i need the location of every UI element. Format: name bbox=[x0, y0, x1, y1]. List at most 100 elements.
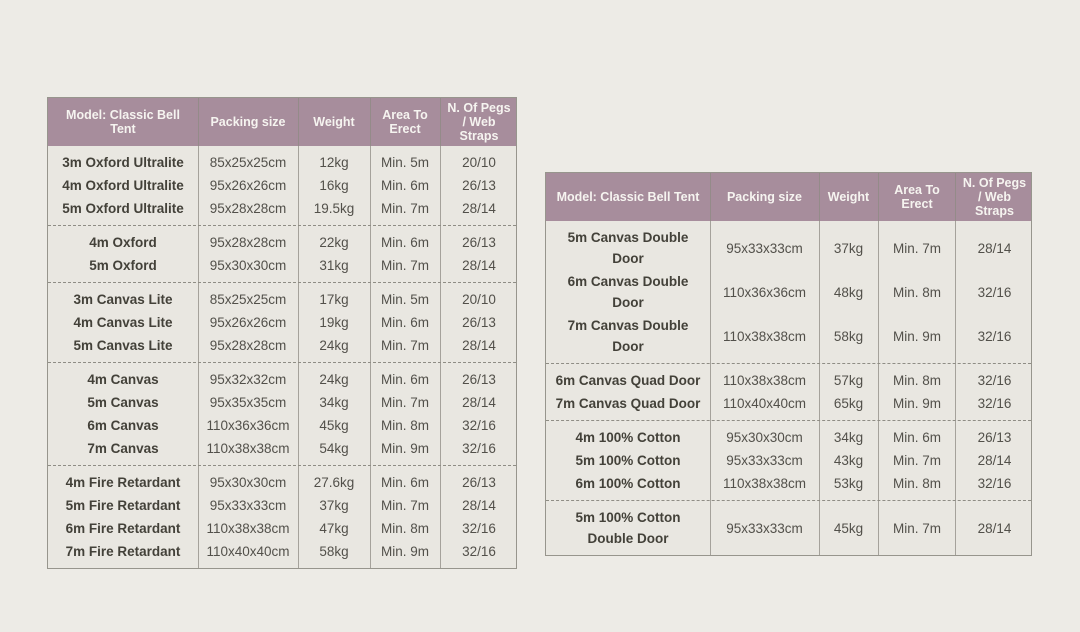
cell-area-to-erect: Min. 9m bbox=[892, 328, 941, 344]
cell-weight: 31kg bbox=[319, 258, 349, 273]
table-row: 6m Canvas Double Door 110x36x36cm 48kg M… bbox=[546, 270, 1031, 314]
table-row: 5m Fire Retardant 95x33x33cm 37kg Min. 7… bbox=[48, 494, 516, 517]
cell-model: 4m Oxford bbox=[89, 235, 157, 250]
row-group: 4m Canvas 95x32x32cm 24kg Min. 6m 26/13 … bbox=[48, 362, 516, 465]
row-group: 3m Oxford Ultralite 85x25x25cm 12kg Min.… bbox=[48, 146, 516, 225]
table-body: 5m Canvas Double Door 95x33x33cm 37kg Mi… bbox=[546, 221, 1031, 555]
cell-pegs-webstraps: 20/10 bbox=[462, 292, 496, 307]
cell-pegs-webstraps: 28/14 bbox=[462, 201, 496, 216]
cell-weight: 19kg bbox=[319, 315, 349, 330]
cell-packing-size: 110x36x36cm bbox=[206, 418, 290, 433]
cell-area-to-erect: Min. 5m bbox=[380, 292, 429, 307]
table-row: 6m Canvas 110x36x36cm 45kg Min. 8m 32/16 bbox=[48, 414, 516, 437]
column-divider bbox=[198, 98, 199, 568]
cell-area-to-erect: Min. 7m bbox=[892, 240, 941, 256]
cell-model: 4m Oxford Ultralite bbox=[62, 178, 184, 193]
header-packing-size: Packing size bbox=[210, 115, 286, 129]
table-row: 6m Fire Retardant 110x38x38cm 47kg Min. … bbox=[48, 517, 516, 540]
cell-model: 4m Canvas Lite bbox=[73, 315, 173, 330]
cell-packing-size: 95x26x26cm bbox=[209, 178, 287, 193]
cell-packing-size: 110x38x38cm bbox=[722, 476, 807, 491]
cell-pegs-webstraps: 28/14 bbox=[462, 395, 496, 410]
row-group: 6m Canvas Quad Door 110x38x38cm 57kg Min… bbox=[546, 363, 1031, 420]
cell-packing-size: 95x28x28cm bbox=[209, 235, 287, 250]
cell-pegs-webstraps: 32/16 bbox=[977, 328, 1012, 344]
header-packing-size: Packing size bbox=[726, 190, 803, 204]
cell-weight: 24kg bbox=[319, 372, 349, 387]
cell-model: 6m Canvas bbox=[87, 418, 159, 433]
cell-model: 3m Oxford Ultralite bbox=[62, 155, 184, 170]
cell-weight: 17kg bbox=[319, 292, 349, 307]
cell-model: 6m Canvas Double Door bbox=[567, 274, 689, 310]
cell-pegs-webstraps: 28/14 bbox=[462, 498, 496, 513]
cell-area-to-erect: Min. 9m bbox=[380, 441, 429, 456]
table-body: 3m Oxford Ultralite 85x25x25cm 12kg Min.… bbox=[48, 146, 516, 568]
cell-weight: 48kg bbox=[833, 284, 864, 300]
table-row: 7m Canvas Double Door 110x38x38cm 58kg M… bbox=[546, 314, 1031, 358]
table-row: 7m Canvas Quad Door 110x40x40cm 65kg Min… bbox=[546, 392, 1031, 415]
cell-weight: 57kg bbox=[833, 373, 864, 388]
table-row: 5m Canvas Lite 95x28x28cm 24kg Min. 7m 2… bbox=[48, 334, 516, 357]
table-row: 5m Oxford 95x30x30cm 31kg Min. 7m 28/14 bbox=[48, 254, 516, 277]
table-row: 4m Oxford 95x28x28cm 22kg Min. 6m 26/13 bbox=[48, 231, 516, 254]
cell-weight: 53kg bbox=[833, 476, 864, 491]
cell-area-to-erect: Min. 6m bbox=[380, 475, 429, 490]
cell-model: 5m Oxford Ultralite bbox=[62, 201, 184, 216]
cell-model: 4m 100% Cotton bbox=[575, 430, 681, 445]
cell-pegs-webstraps: 28/14 bbox=[977, 240, 1012, 256]
cell-model: 4m Fire Retardant bbox=[65, 475, 181, 490]
header-weight: Weight bbox=[827, 190, 870, 204]
spec-table-left: Model: Classic Bell Tent Packing size We… bbox=[47, 97, 517, 569]
cell-area-to-erect: Min. 8m bbox=[892, 476, 941, 491]
cell-weight: 37kg bbox=[833, 240, 864, 256]
cell-packing-size: 95x33x33cm bbox=[726, 453, 803, 468]
header-pegs-webstraps: N. Of Pegs / Web Straps bbox=[962, 176, 1027, 218]
table-row: 6m Canvas Quad Door 110x38x38cm 57kg Min… bbox=[546, 369, 1031, 392]
cell-model: 4m Canvas bbox=[87, 372, 159, 387]
cell-pegs-webstraps: 32/16 bbox=[462, 418, 496, 433]
cell-weight: 65kg bbox=[833, 396, 864, 411]
cell-weight: 16kg bbox=[319, 178, 349, 193]
cell-pegs-webstraps: 20/10 bbox=[462, 155, 496, 170]
row-group: 4m Fire Retardant 95x30x30cm 27.6kg Min.… bbox=[48, 465, 516, 568]
cell-pegs-webstraps: 32/16 bbox=[977, 396, 1012, 411]
cell-pegs-webstraps: 32/16 bbox=[977, 373, 1012, 388]
cell-packing-size: 95x30x30cm bbox=[726, 430, 803, 445]
cell-weight: 45kg bbox=[319, 418, 349, 433]
cell-area-to-erect: Min. 8m bbox=[892, 373, 941, 388]
cell-pegs-webstraps: 26/13 bbox=[462, 235, 496, 250]
cell-area-to-erect: Min. 7m bbox=[380, 258, 429, 273]
cell-model: 7m Fire Retardant bbox=[65, 544, 181, 559]
cell-model: 6m 100% Cotton bbox=[575, 476, 681, 491]
cell-weight: 12kg bbox=[319, 155, 349, 170]
cell-model: 7m Canvas Double Door bbox=[567, 318, 689, 354]
cell-packing-size: 95x33x33cm bbox=[209, 498, 287, 513]
table-row: 4m Canvas 95x32x32cm 24kg Min. 6m 26/13 bbox=[48, 368, 516, 391]
cell-weight: 37kg bbox=[319, 498, 349, 513]
cell-packing-size: 95x33x33cm bbox=[726, 520, 803, 536]
cell-area-to-erect: Min. 7m bbox=[380, 201, 429, 216]
table-header: Model: Classic Bell Tent Packing size We… bbox=[48, 98, 516, 146]
table-row: 5m Oxford Ultralite 95x28x28cm 19.5kg Mi… bbox=[48, 197, 516, 220]
cell-area-to-erect: Min. 5m bbox=[380, 155, 429, 170]
cell-packing-size: 85x25x25cm bbox=[209, 155, 287, 170]
cell-area-to-erect: Min. 8m bbox=[380, 418, 429, 433]
table-row: 4m Oxford Ultralite 95x26x26cm 16kg Min.… bbox=[48, 174, 516, 197]
cell-weight: 34kg bbox=[319, 395, 349, 410]
cell-pegs-webstraps: 26/13 bbox=[977, 430, 1012, 445]
header-model: Model: Classic Bell Tent bbox=[66, 108, 180, 136]
cell-area-to-erect: Min. 6m bbox=[380, 315, 429, 330]
cell-packing-size: 95x32x32cm bbox=[209, 372, 287, 387]
cell-model: 6m Fire Retardant bbox=[65, 521, 181, 536]
table-row: 4m 100% Cotton 95x30x30cm 34kg Min. 6m 2… bbox=[546, 426, 1031, 449]
header-model: Model: Classic Bell Tent bbox=[556, 190, 700, 204]
cell-model: 3m Canvas Lite bbox=[73, 292, 173, 307]
cell-area-to-erect: Min. 7m bbox=[892, 520, 941, 536]
cell-pegs-webstraps: 32/16 bbox=[462, 521, 496, 536]
table-row: 6m 100% Cotton 110x38x38cm 53kg Min. 8m … bbox=[546, 472, 1031, 495]
cell-model: 5m Fire Retardant bbox=[65, 498, 181, 513]
cell-model: 5m Oxford bbox=[89, 258, 157, 273]
cell-area-to-erect: Min. 6m bbox=[380, 178, 429, 193]
cell-model: 5m Canvas Double Door bbox=[567, 230, 689, 266]
cell-weight: 34kg bbox=[833, 430, 864, 445]
